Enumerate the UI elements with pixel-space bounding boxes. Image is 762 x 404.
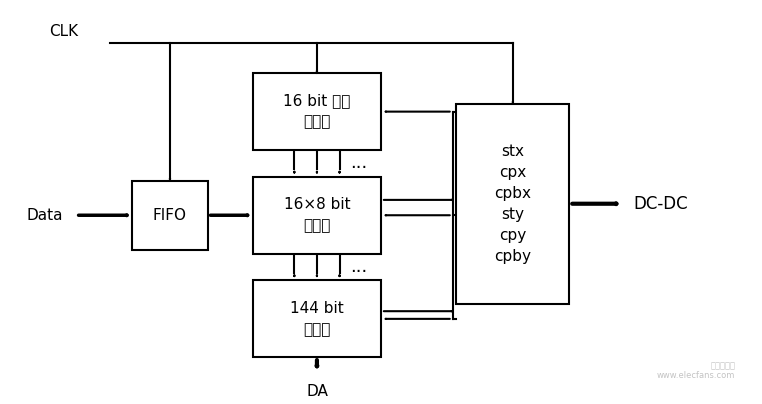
Text: Data: Data xyxy=(27,208,63,223)
Text: 电子发烧友
www.elecfans.com: 电子发烧友 www.elecfans.com xyxy=(657,361,735,380)
FancyBboxPatch shape xyxy=(253,177,381,254)
Text: 16 bit 移位
寄存器: 16 bit 移位 寄存器 xyxy=(283,94,351,130)
Text: DC-DC: DC-DC xyxy=(633,195,688,213)
Text: ...: ... xyxy=(350,258,367,276)
Text: stx
cpx
cpbx
sty
cpy
cpby: stx cpx cpbx sty cpy cpby xyxy=(495,144,531,264)
Text: 16×8 bit
寄存器: 16×8 bit 寄存器 xyxy=(283,197,351,233)
Text: CLK: CLK xyxy=(50,24,78,39)
Text: ...: ... xyxy=(350,154,367,173)
FancyBboxPatch shape xyxy=(456,104,569,303)
Text: 144 bit
锁存器: 144 bit 锁存器 xyxy=(290,301,344,337)
FancyBboxPatch shape xyxy=(253,280,381,357)
FancyBboxPatch shape xyxy=(253,73,381,150)
Text: DA: DA xyxy=(306,384,328,399)
Text: FIFO: FIFO xyxy=(153,208,187,223)
FancyBboxPatch shape xyxy=(133,181,208,250)
